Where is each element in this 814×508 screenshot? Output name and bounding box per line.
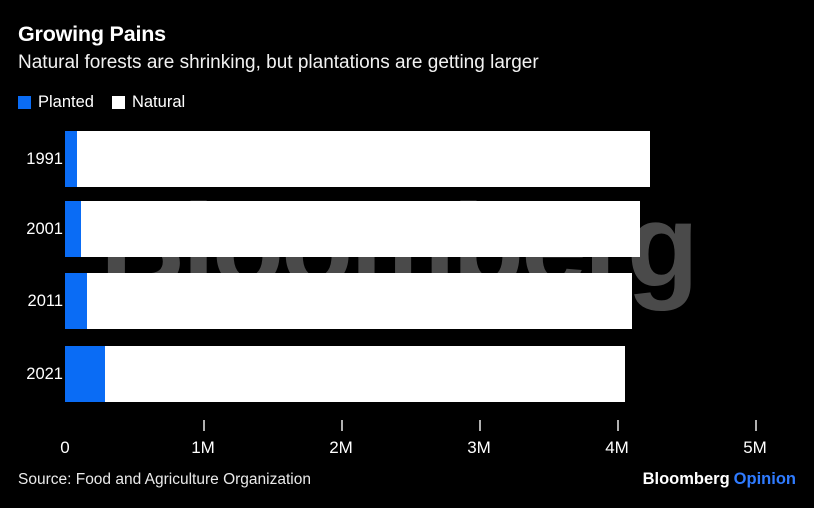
chart-subtitle: Natural forests are shrinking, but plant… [18,52,539,73]
stacked-bar[interactable] [65,273,633,329]
brand-primary: Bloomberg [642,470,730,488]
bar-segment-natural[interactable] [77,131,651,187]
legend-swatch-icon [18,95,31,109]
bar-segment-planted[interactable] [65,273,87,329]
stacked-bar[interactable] [65,201,641,257]
bar-rows: 1991 2001 2011 2021 [0,120,814,420]
x-axis-tick-label: 2M [329,438,353,457]
legend-item-natural[interactable]: Natural [111,92,186,111]
legend-swatch-icon [111,95,125,109]
x-axis-tick-mark [203,420,205,431]
legend-label: Planted [38,92,94,111]
chart-legend: Planted Natural [18,92,185,112]
x-axis-tick-mark [479,420,481,431]
x-axis-tick-label: 4M [605,438,629,457]
bar-row: 2021 [0,346,814,402]
legend-label: Natural [131,92,186,111]
bar-segment-natural[interactable] [86,273,633,329]
y-axis-tick-label: 2021 [26,365,63,383]
x-axis-tick-label: 1M [191,438,215,457]
x-axis-tick-label: 3M [467,438,491,457]
bar-row: 2011 [0,273,814,329]
y-axis-tick-label: 1991 [26,150,63,168]
bar-row: 1991 [0,131,814,187]
bar-segment-planted[interactable] [65,131,77,187]
bar-row: 2001 [0,201,814,257]
stacked-bar[interactable] [65,131,651,187]
source-note: Source: Food and Agriculture Organizatio… [18,471,311,488]
chart-footer: Source: Food and Agriculture Organizatio… [0,468,814,498]
y-axis-tick-label: 2001 [26,220,63,238]
bloomberg-opinion-logo: Bloomberg Opinion [643,470,796,489]
y-axis-tick-label: 2011 [27,292,63,310]
bar-segment-planted[interactable] [65,201,81,257]
legend-item-planted[interactable]: Planted [18,94,94,111]
x-axis-tick-mark [755,420,757,431]
bar-segment-natural[interactable] [105,346,626,402]
x-axis-tick-mark [617,420,619,431]
stacked-bar[interactable] [65,346,626,402]
bar-segment-planted[interactable] [65,346,106,402]
brand-secondary: Opinion [733,470,796,488]
x-axis-tick-label: 5M [743,438,767,457]
bar-segment-natural[interactable] [81,201,641,257]
page-title: Growing Pains [18,22,166,46]
x-axis-tick-label: 0 [60,438,70,457]
x-axis-tick-mark [341,420,343,431]
x-axis: 0 1M 2M 3M 4M 5M [0,420,814,466]
